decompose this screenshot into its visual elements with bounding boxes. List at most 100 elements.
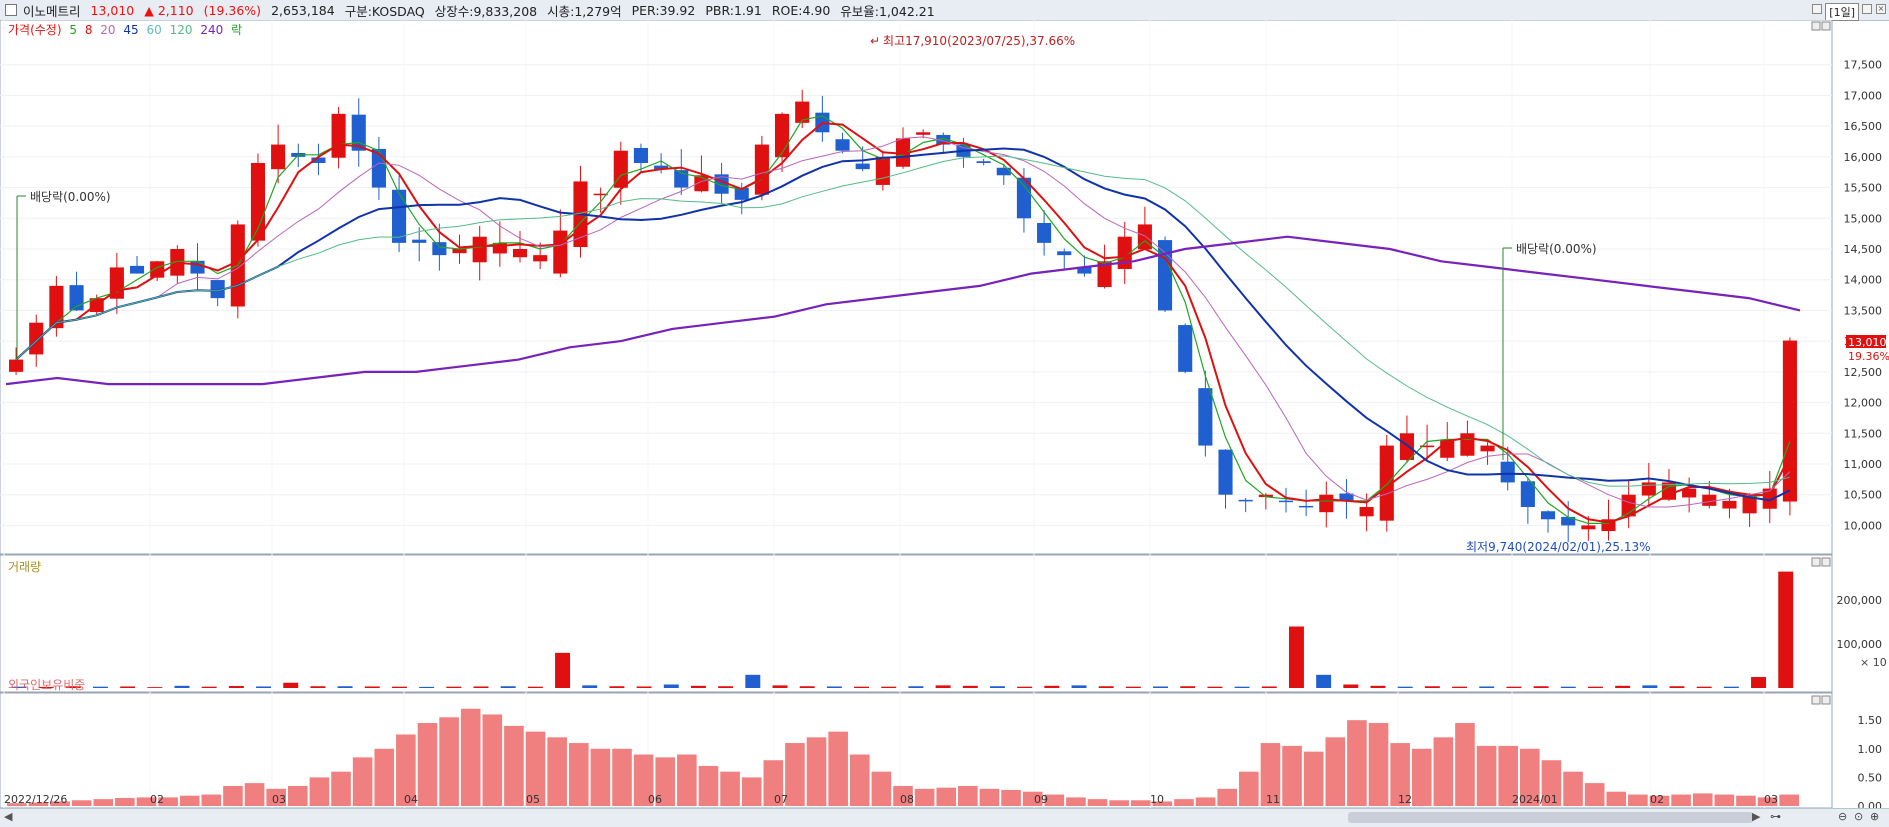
volume-bar [1153,686,1169,688]
foreign-ratio-bar [741,777,762,806]
volume-legend: 거래량 [8,560,42,574]
foreign-ratio-bar [1390,743,1410,806]
x-tick-label: 06 [648,793,662,806]
price-change-pct: (19.36%) [203,2,262,18]
high-annotation: 최고17,910(2023/07/25),37.66% [883,34,1075,48]
ma240-line [5,235,1801,386]
x-tick-label: 10 [1150,793,1164,806]
price-tick-label: 12,500 [1844,366,1883,379]
grid-toggle-icon[interactable] [1812,4,1822,14]
foreign-ratio-bar [1109,800,1129,806]
close-icon[interactable]: × [1876,4,1886,14]
pbr-value: PBR:1.91 [705,2,762,18]
foreign-ratio-bar [1757,797,1778,806]
candle-body [593,193,608,196]
foreign-ratio-bar [633,754,654,806]
candle-body [190,260,205,274]
candle-body [472,236,487,263]
candle-body [392,189,407,243]
scroll-right-icon[interactable]: ▶ [1752,810,1761,823]
candle-body [875,156,890,185]
volume-bar [1098,686,1114,688]
foreign-ratio-bar [93,799,114,806]
volume-bar [826,686,842,688]
trade-volume: 2,653,184 [271,2,335,18]
volume-pane-minimize-icon[interactable] [1811,557,1821,567]
volume-bar [881,686,897,688]
ma8-legend: 8 [84,23,93,37]
candle-body [835,139,850,151]
volume-bar [1071,685,1087,688]
listed-shares: 상장수:9,833,208 [434,3,538,19]
stock-chart[interactable]: 10,000 10,500 11,000 11,500 12,000 12,500 13,0… [0,20,1889,808]
price-tick-label: 17,500 [1844,59,1883,72]
price-pane-minimize-icon[interactable] [1811,21,1821,31]
volume-tick-label: 100,000 [1837,638,1883,651]
foreign-ratio-bar [785,743,805,806]
zoom-fit-icon[interactable]: ⊙ [1854,810,1864,823]
x-tick-label: 02 [150,793,164,806]
price-tick-label: 12,000 [1844,397,1883,410]
candle-body [1561,516,1576,526]
volume-bar [446,686,462,688]
chart-scrollbar[interactable]: ◀ ▶ ⊶ ⊖ ⊙ ⊕ [0,808,1889,827]
candle-body [1702,494,1717,506]
volume-bar [718,686,734,688]
volume-bar [1261,686,1277,688]
x-tick-label: 05 [526,793,540,806]
foreign-ratio-bar [460,708,481,806]
foreign-pane-close-icon[interactable] [1821,695,1831,705]
ex-legend: 락 [231,23,243,37]
foreign-ratio-bar [1152,801,1173,806]
volume-unit: × 10 [1860,656,1887,669]
candle-body [9,359,24,372]
foreign-ratio-bar [1282,745,1302,806]
candle-body [432,242,447,256]
foreign-pane-minimize-icon[interactable] [1811,695,1821,705]
price-pane[interactable] [0,20,1833,555]
dividend-marker-1: 배당락(0.00%) [30,190,111,204]
candle-body [1581,525,1596,530]
volume-bar [419,686,435,688]
volume-pane[interactable] [0,554,1833,693]
foreign-ratio-bar [828,731,848,806]
candle-body [1420,445,1435,448]
x-tick-label: 04 [404,793,418,806]
candle-body [512,249,528,258]
volume-bar [1723,686,1739,688]
foreign-ratio-bar [1433,737,1454,806]
candle-body [1218,449,1233,495]
scroll-left-icon[interactable]: ◀ [4,810,13,823]
volume-pane-close-icon[interactable] [1821,557,1831,567]
current-pct-tag: 19.36% [1848,350,1889,363]
foreign-ratio-bar [1779,794,1799,806]
volume-bar [310,686,326,688]
foreign-ratio-bar [223,785,243,806]
period-selector[interactable]: [1일] [1825,3,1859,21]
zoom-slider-icon[interactable]: ⊶ [1770,810,1781,823]
volume-bar [799,686,815,688]
price-pane-close-icon[interactable] [1821,21,1831,31]
zoom-in-icon[interactable]: ⊕ [1870,810,1880,823]
foreign-ratio-bar [50,801,70,806]
high-annotation-arrow: ↵ [870,34,880,48]
volume-bar [1696,686,1712,688]
zoom-out-icon[interactable]: ⊖ [1838,810,1848,823]
volume-bar [500,686,516,688]
x-tick-label: 07 [774,793,788,806]
candle-body [1399,433,1414,460]
volume-bar [120,686,136,688]
foreign-ratio-bar [266,788,286,806]
foreign-ratio-bar [374,748,395,806]
volume-bar [582,685,598,688]
ma8-line [15,122,1791,524]
maximize-icon[interactable] [1862,4,1872,14]
window-menu-icon[interactable] [5,4,17,16]
foreign-ratio-bar [439,717,459,806]
candle-body [492,242,507,254]
candle-body [1178,325,1193,372]
foreign-ratio-bar [1692,793,1713,806]
stock-name[interactable]: 이노메트리 [23,3,81,19]
volume-bar [1506,686,1522,688]
scroll-thumb[interactable] [1348,812,1753,823]
